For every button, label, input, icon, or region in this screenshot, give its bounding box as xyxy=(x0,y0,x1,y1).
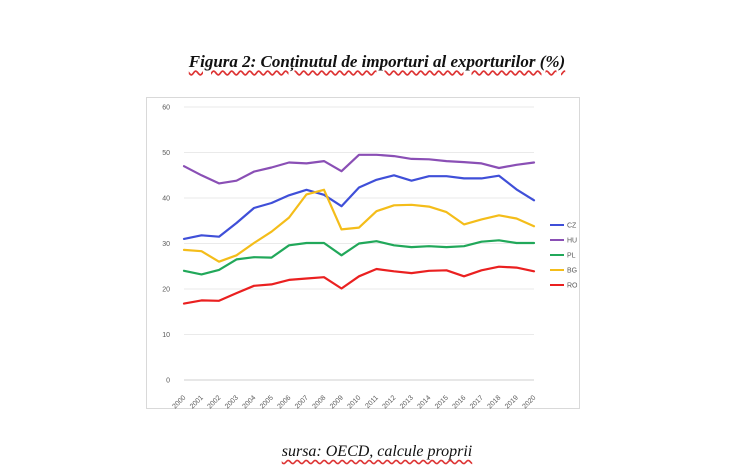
x-tick-label: 2014 xyxy=(416,394,432,409)
y-tick-label: 20 xyxy=(162,287,170,294)
series-line-hu xyxy=(182,153,536,185)
y-tick-label: 10 xyxy=(162,332,170,339)
x-tick-label: 2008 xyxy=(311,394,327,409)
x-tick-label: 2011 xyxy=(364,394,380,409)
x-tick-label: 2007 xyxy=(294,394,310,409)
x-tick-label: 2000 xyxy=(171,394,187,409)
x-tick-label: 2013 xyxy=(399,394,415,409)
x-tick-label: 2015 xyxy=(434,394,450,409)
series-line-ro xyxy=(182,265,536,305)
y-tick-label: 50 xyxy=(162,150,170,157)
x-tick-label: 2005 xyxy=(259,394,275,409)
x-tick-label: 2006 xyxy=(276,394,292,409)
chart-frame xyxy=(146,97,580,409)
x-tick-label: 2018 xyxy=(486,394,502,409)
y-tick-label: 0 xyxy=(166,378,170,385)
x-tick-label: 2010 xyxy=(346,394,362,409)
x-tick-label: 2012 xyxy=(381,394,397,409)
figure-title: Figura 2: Conținutul de importuri al exp… xyxy=(188,52,566,71)
series-line-bg xyxy=(182,188,536,263)
source-note: sursa: OECD, calcule proprii xyxy=(281,443,473,460)
gridlines xyxy=(184,106,534,381)
legend-label-bg: BG xyxy=(567,268,577,275)
series-line-cz xyxy=(182,174,536,240)
x-tick-label: 2001 xyxy=(189,394,205,409)
series-line-pl xyxy=(182,239,536,276)
legend-label-hu: HU xyxy=(567,238,577,245)
x-tick-label: 2019 xyxy=(504,394,520,409)
legend-label-ro: RO xyxy=(567,283,578,290)
x-tick-label: 2020 xyxy=(521,394,537,409)
x-axis-ticks: 2000 2001 2002 2003 2004 2005 2006 2007 2008 2009… xyxy=(171,394,537,409)
x-tick-label: 2009 xyxy=(329,394,345,409)
x-tick-label: 2004 xyxy=(241,394,257,409)
y-tick-label: 40 xyxy=(162,196,170,203)
x-tick-label: 2016 xyxy=(451,394,467,409)
y-tick-label: 30 xyxy=(162,241,170,248)
series-lines xyxy=(182,153,536,305)
legend-label-pl: PL xyxy=(567,253,576,260)
x-tick-label: 2003 xyxy=(224,394,240,409)
y-tick-label: 60 xyxy=(162,105,170,112)
x-tick-label: 2002 xyxy=(206,394,222,409)
x-tick-label: 2017 xyxy=(469,394,485,409)
legend-label-cz: CZ xyxy=(567,223,577,230)
legend: CZ HU PL BG RO xyxy=(550,223,578,290)
y-axis-ticks: 0 10 20 30 40 50 60 xyxy=(162,105,170,385)
